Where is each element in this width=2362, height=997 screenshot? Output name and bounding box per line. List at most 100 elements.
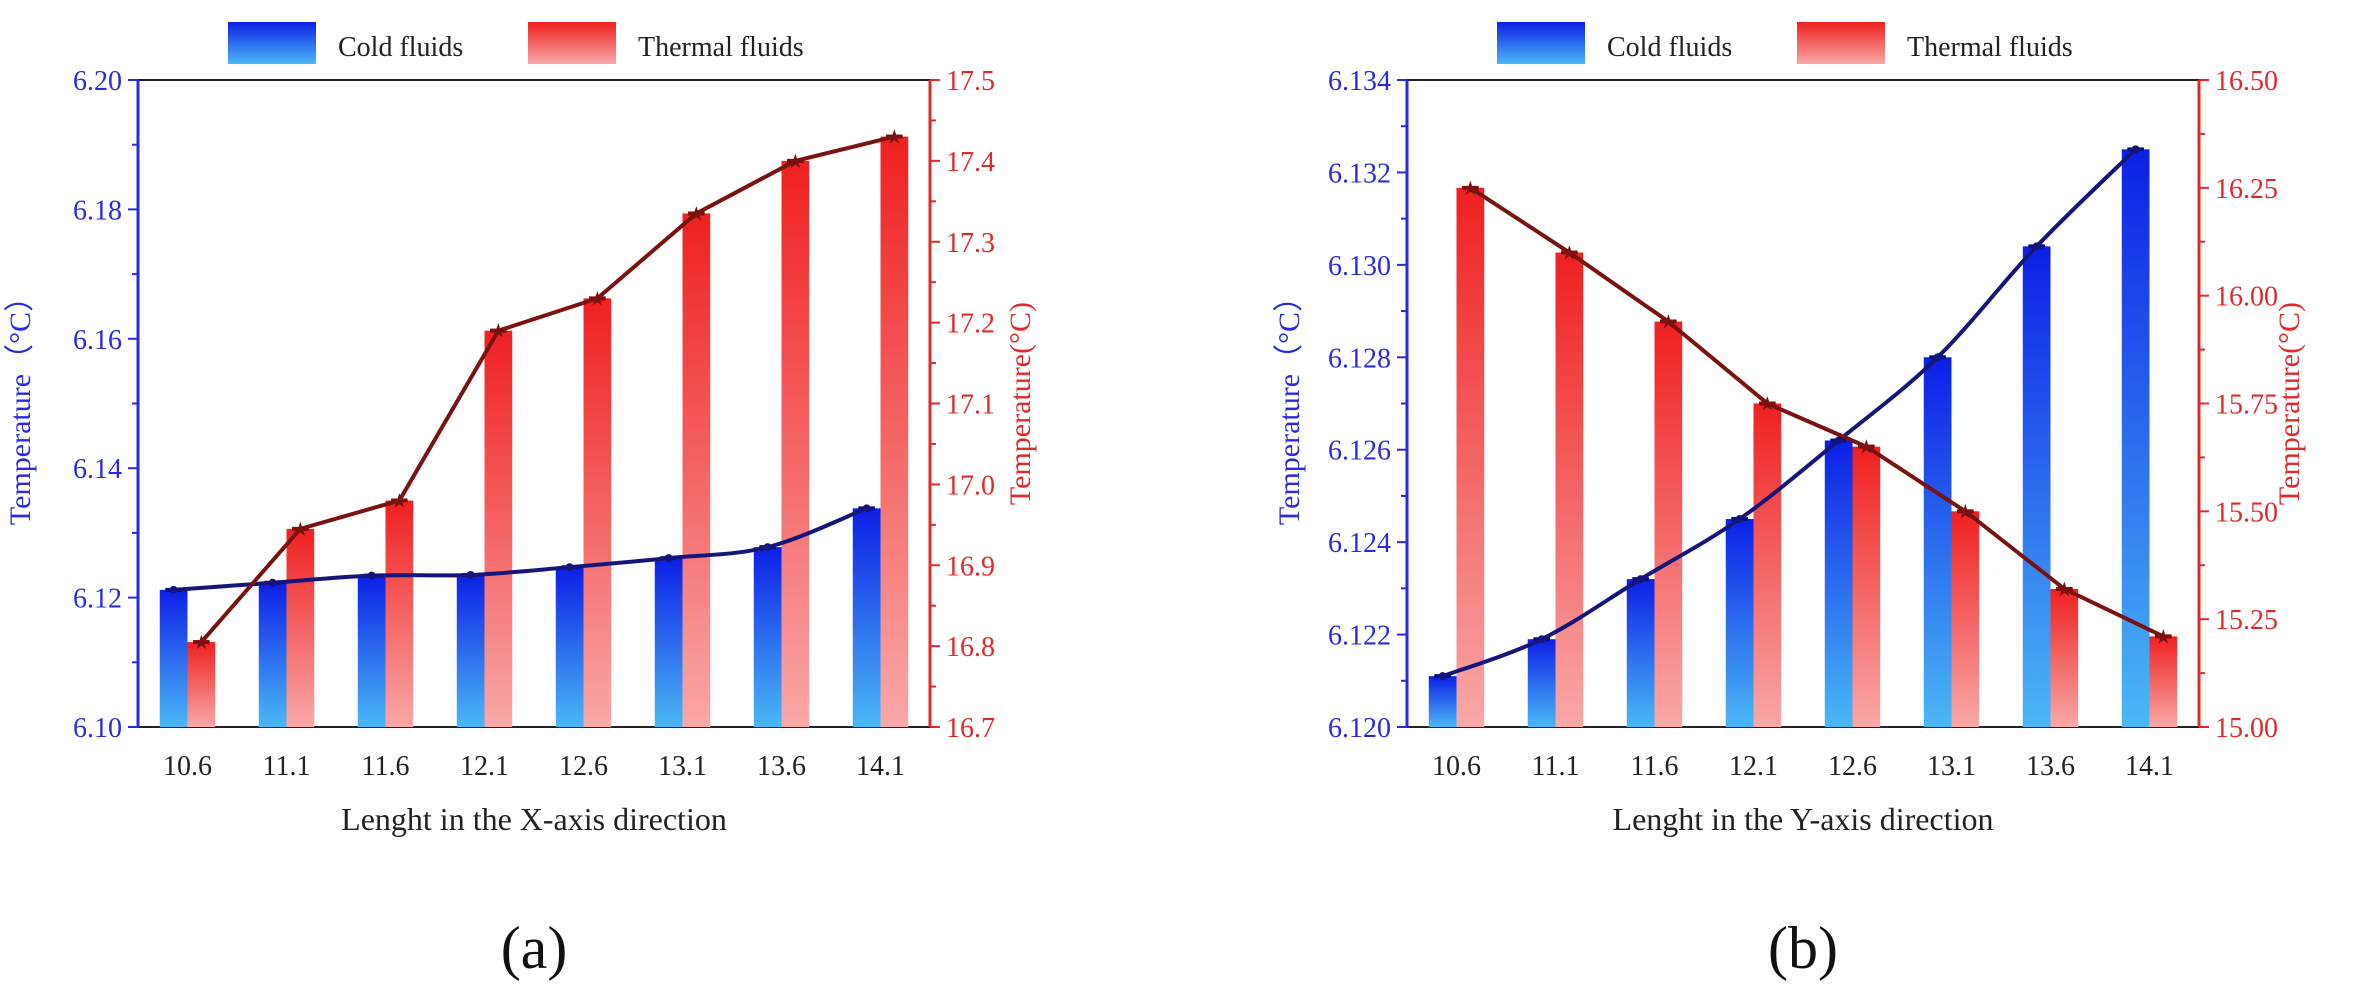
point-thermal-fluids: ★ bbox=[687, 203, 705, 225]
point-cold-fluids bbox=[1834, 436, 1843, 445]
point-thermal-fluids: ★ bbox=[588, 288, 606, 310]
x-tick-label: 12.1 bbox=[1729, 751, 1778, 782]
point-thermal-fluids: ★ bbox=[291, 519, 309, 541]
point-thermal-fluids: ★ bbox=[885, 127, 903, 149]
point-thermal-fluids: ★ bbox=[489, 321, 507, 343]
right-tick-label: 16.7 bbox=[946, 713, 995, 744]
legend-swatch-thermal-fluids bbox=[1797, 22, 1885, 64]
legend-label-thermal-fluids: Thermal fluids bbox=[638, 32, 804, 63]
point-cold-fluids bbox=[2032, 242, 2041, 251]
x-tick-label: 13.1 bbox=[658, 751, 707, 782]
x-tick-label: 11.1 bbox=[263, 751, 311, 782]
point-cold-fluids bbox=[565, 563, 574, 572]
right-tick-label: 15.75 bbox=[2215, 390, 2278, 421]
point-cold-fluids bbox=[367, 571, 376, 580]
bar-cold-fluids bbox=[852, 508, 881, 727]
point-thermal-fluids: ★ bbox=[1461, 178, 1479, 200]
bar-thermal-fluids bbox=[1852, 446, 1881, 727]
chart-panel-b: 6.120 6.122 6.124 6.126 6.128 6.130 6.132 6.134… bbox=[1273, 22, 2306, 981]
x-tick-label: 14.1 bbox=[856, 751, 905, 782]
bar-cold-fluids bbox=[654, 558, 683, 727]
line-thermal-fluids bbox=[199, 134, 895, 644]
legend-swatch-thermal-fluids bbox=[528, 22, 616, 64]
left-y-axis-title: Temperature（°C） bbox=[4, 282, 37, 525]
point-cold-fluids bbox=[1735, 515, 1744, 524]
right-tick-label: 16.9 bbox=[946, 551, 995, 582]
panel-label: (a) bbox=[501, 915, 568, 981]
legend-label-cold-fluids: Cold fluids bbox=[338, 32, 463, 63]
x-tick-label: 12.1 bbox=[460, 751, 509, 782]
bar-cold-fluids bbox=[456, 574, 485, 727]
x-tick-label: 14.1 bbox=[2125, 751, 2174, 782]
legend-swatch-cold-fluids bbox=[1497, 22, 1585, 64]
chart-panel-a: 6.10 6.12 6.14 6.16 6.18 6.20 16.7 16.8 16.9 17.0… bbox=[4, 22, 1037, 981]
bar-thermal-fluids bbox=[2050, 588, 2079, 727]
point-thermal-fluids: ★ bbox=[192, 632, 210, 654]
point-cold-fluids bbox=[862, 504, 871, 513]
right-tick-label: 15.00 bbox=[2215, 713, 2278, 744]
left-tick-label: 6.122 bbox=[1328, 621, 1391, 652]
right-y-axis-title: Temperature(°C) bbox=[2273, 302, 2306, 505]
bar-cold-fluids bbox=[2121, 149, 2150, 728]
point-thermal-fluids: ★ bbox=[2055, 579, 2073, 601]
legend-swatch-cold-fluids bbox=[228, 22, 316, 64]
point-cold-fluids bbox=[1438, 672, 1447, 681]
x-tick-label: 12.6 bbox=[1828, 751, 1877, 782]
bar-cold-fluids bbox=[357, 575, 386, 727]
point-cold-fluids bbox=[268, 578, 277, 587]
right-tick-label: 17.3 bbox=[946, 228, 995, 259]
bar-cold-fluids bbox=[159, 589, 188, 727]
bar-thermal-fluids bbox=[2149, 636, 2178, 727]
right-tick-label: 16.8 bbox=[946, 632, 995, 663]
right-tick-label: 17.2 bbox=[946, 309, 995, 340]
point-cold-fluids bbox=[1636, 575, 1645, 584]
left-tick-label: 6.124 bbox=[1328, 528, 1391, 559]
x-axis-title: Lenght in the Y-axis direction bbox=[1613, 801, 1994, 837]
bar-cold-fluids bbox=[1527, 639, 1556, 727]
point-thermal-fluids: ★ bbox=[390, 491, 408, 513]
bar-thermal-fluids bbox=[1951, 511, 1980, 727]
left-tick-label: 6.14 bbox=[73, 454, 122, 485]
bar-thermal-fluids bbox=[583, 298, 612, 727]
x-tick-label: 11.1 bbox=[1532, 751, 1580, 782]
right-tick-label: 15.50 bbox=[2215, 497, 2278, 528]
point-cold-fluids bbox=[2131, 145, 2140, 154]
point-cold-fluids bbox=[664, 554, 673, 563]
line-cold-fluids bbox=[1441, 147, 2138, 679]
point-thermal-fluids: ★ bbox=[1560, 243, 1578, 265]
right-tick-label: 17.4 bbox=[946, 147, 995, 178]
left-tick-label: 6.16 bbox=[73, 325, 122, 356]
left-tick-label: 6.126 bbox=[1328, 436, 1391, 467]
right-tick-label: 16.00 bbox=[2215, 282, 2278, 313]
x-tick-label: 12.6 bbox=[559, 751, 608, 782]
left-tick-label: 6.134 bbox=[1328, 66, 1391, 97]
plot-frame bbox=[137, 79, 931, 728]
right-tick-label: 16.25 bbox=[2215, 174, 2278, 205]
left-y-axis-title: Temperature（°C） bbox=[1273, 282, 1306, 525]
bar-cold-fluids bbox=[2022, 246, 2051, 727]
point-thermal-fluids: ★ bbox=[1758, 394, 1776, 416]
bar-thermal-fluids bbox=[781, 160, 810, 727]
bar-cold-fluids bbox=[1626, 579, 1655, 727]
plot-frame bbox=[1406, 79, 2200, 728]
point-thermal-fluids: ★ bbox=[1659, 312, 1677, 334]
x-tick-label: 10.6 bbox=[163, 751, 212, 782]
bar-thermal-fluids bbox=[187, 642, 216, 727]
left-tick-label: 6.12 bbox=[73, 584, 122, 615]
point-thermal-fluids: ★ bbox=[786, 151, 804, 173]
left-tick-label: 6.10 bbox=[73, 713, 122, 744]
x-tick-label: 11.6 bbox=[1631, 751, 1679, 782]
point-cold-fluids bbox=[1933, 353, 1942, 362]
point-cold-fluids bbox=[466, 570, 475, 579]
point-thermal-fluids: ★ bbox=[2154, 626, 2172, 648]
bar-thermal-fluids bbox=[484, 330, 513, 727]
bar-cold-fluids bbox=[1923, 357, 1952, 727]
x-tick-label: 13.6 bbox=[757, 751, 806, 782]
point-thermal-fluids: ★ bbox=[1857, 437, 1875, 459]
left-tick-label: 6.20 bbox=[73, 66, 122, 97]
bar-thermal-fluids bbox=[1654, 321, 1683, 727]
legend-label-thermal-fluids: Thermal fluids bbox=[1907, 32, 2073, 63]
bar-cold-fluids bbox=[1824, 440, 1853, 727]
right-tick-label: 16.50 bbox=[2215, 66, 2278, 97]
left-tick-label: 6.18 bbox=[73, 195, 122, 226]
